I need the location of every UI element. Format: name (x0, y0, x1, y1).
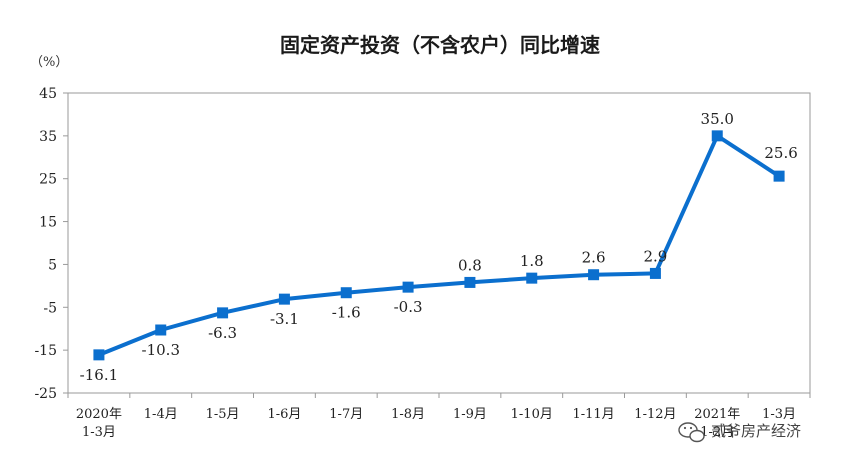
x-tick-label: 1-11月 (572, 407, 614, 422)
x-tick-label: 1-4月 (144, 407, 178, 422)
y-tick-label: -25 (34, 386, 57, 402)
x-tick-label: 1-8月 (391, 407, 425, 422)
y-tick-label: -15 (34, 343, 57, 359)
wechat-icon (678, 422, 705, 443)
data-label: -6.3 (208, 324, 237, 342)
x-axis: 2020年 1-3月 1-4月 1-5月 1-6月 1-7月 1-8月 1-9月 1-10月 1-… (67, 393, 811, 440)
data-point (649, 267, 661, 279)
y-tick-label: 45 (39, 86, 57, 102)
x-tick-label: 1-5月 (206, 407, 240, 422)
x-tick-label: 1-9月 (453, 407, 487, 422)
data-point (464, 276, 476, 288)
y-axis: 45 35 25 15 5 -5 -15 -25 (34, 86, 68, 402)
data-label: 2.6 (582, 249, 606, 267)
data-point (340, 287, 352, 299)
x-tick-label: 1-10月 (511, 407, 553, 422)
x-tick-label: 1-3月 (762, 407, 796, 422)
data-label: 1.8 (520, 252, 544, 270)
data-point (526, 272, 538, 284)
data-label: 25.6 (764, 144, 797, 162)
data-point (773, 170, 785, 182)
x-tick-label: 2021年 1-2月 (694, 407, 740, 440)
chart-title: 固定资产投资（不含农户）同比增速 (280, 33, 600, 57)
x-tick-label: 2020年 1-3月 (76, 407, 122, 440)
y-tick-label: 15 (39, 215, 57, 231)
data-labels: -16.1 -10.3 -6.3 -3.1 -1.6 -0.3 0.8 1.8 2.6 2.9 35… (80, 110, 798, 384)
x-tick-label: 1-12月 (634, 407, 676, 422)
data-label: 35.0 (701, 110, 734, 128)
data-point (278, 293, 290, 305)
y-tick-label: 5 (48, 257, 57, 273)
y-tick-label: 25 (39, 172, 57, 188)
y-tick-label: 35 (39, 129, 57, 145)
data-label: -10.3 (142, 341, 180, 359)
data-label: -1.6 (332, 304, 361, 322)
data-label: -0.3 (394, 298, 423, 316)
data-point (155, 324, 167, 336)
series-line (96, 133, 782, 357)
data-label: -3.1 (270, 310, 299, 328)
data-point (93, 349, 105, 361)
y-tick-label: -5 (43, 300, 57, 316)
data-point (588, 269, 600, 281)
x-tick-label: 1-6月 (267, 407, 301, 422)
series-markers (93, 130, 785, 361)
data-point (217, 307, 229, 319)
x-tick-label: 1-7月 (329, 407, 363, 422)
watermark-text: 贰爷房产经济 (711, 422, 801, 440)
y-axis-unit: （%） (30, 55, 68, 70)
data-label: 0.8 (458, 256, 482, 274)
watermark: 贰爷房产经济 (678, 422, 801, 443)
data-point (402, 281, 414, 293)
data-label: -16.1 (80, 366, 118, 384)
data-point (711, 130, 723, 142)
data-label: 2.9 (643, 247, 667, 265)
